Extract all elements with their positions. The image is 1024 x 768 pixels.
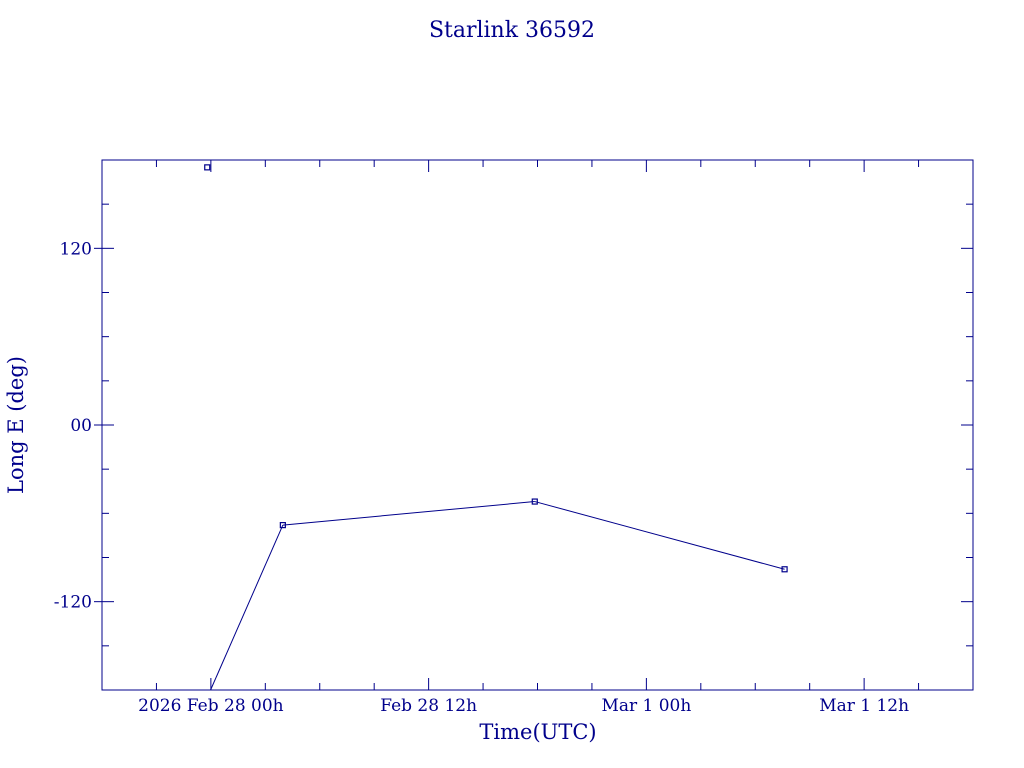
x-tick-label: Mar 1 00h [601, 696, 691, 716]
data-point-marker [279, 522, 286, 529]
series-line-segment [282, 501, 535, 526]
y-tick-label: 120 [60, 239, 92, 259]
x-tick-labels: 2026 Feb 28 00h Feb 28 12h Mar 1 00h Mar 1 … [138, 696, 909, 716]
series-line-segment [210, 524, 284, 691]
x-tick-label: Feb 28 12h [380, 696, 477, 716]
y-tick-label: -120 [54, 593, 92, 613]
series-markers [204, 164, 788, 573]
y-axis-label: Long E (deg) [4, 356, 28, 494]
series-line-segment [534, 501, 785, 570]
x-tick-label: 2026 Feb 28 00h [138, 696, 284, 716]
x-axis-label: Time(UTC) [479, 720, 596, 744]
axis-ticks [94, 159, 974, 691]
data-point-marker [531, 498, 538, 505]
data-point-marker [204, 164, 211, 171]
y-tick-labels: 120 00 -120 [54, 239, 92, 612]
chart-title: Starlink 36592 [429, 18, 595, 43]
y-tick-label: 00 [70, 416, 92, 436]
series-lines [210, 501, 785, 691]
data-point-marker [781, 566, 788, 573]
x-tick-label: Mar 1 12h [819, 696, 909, 716]
plot-frame [101, 159, 974, 691]
